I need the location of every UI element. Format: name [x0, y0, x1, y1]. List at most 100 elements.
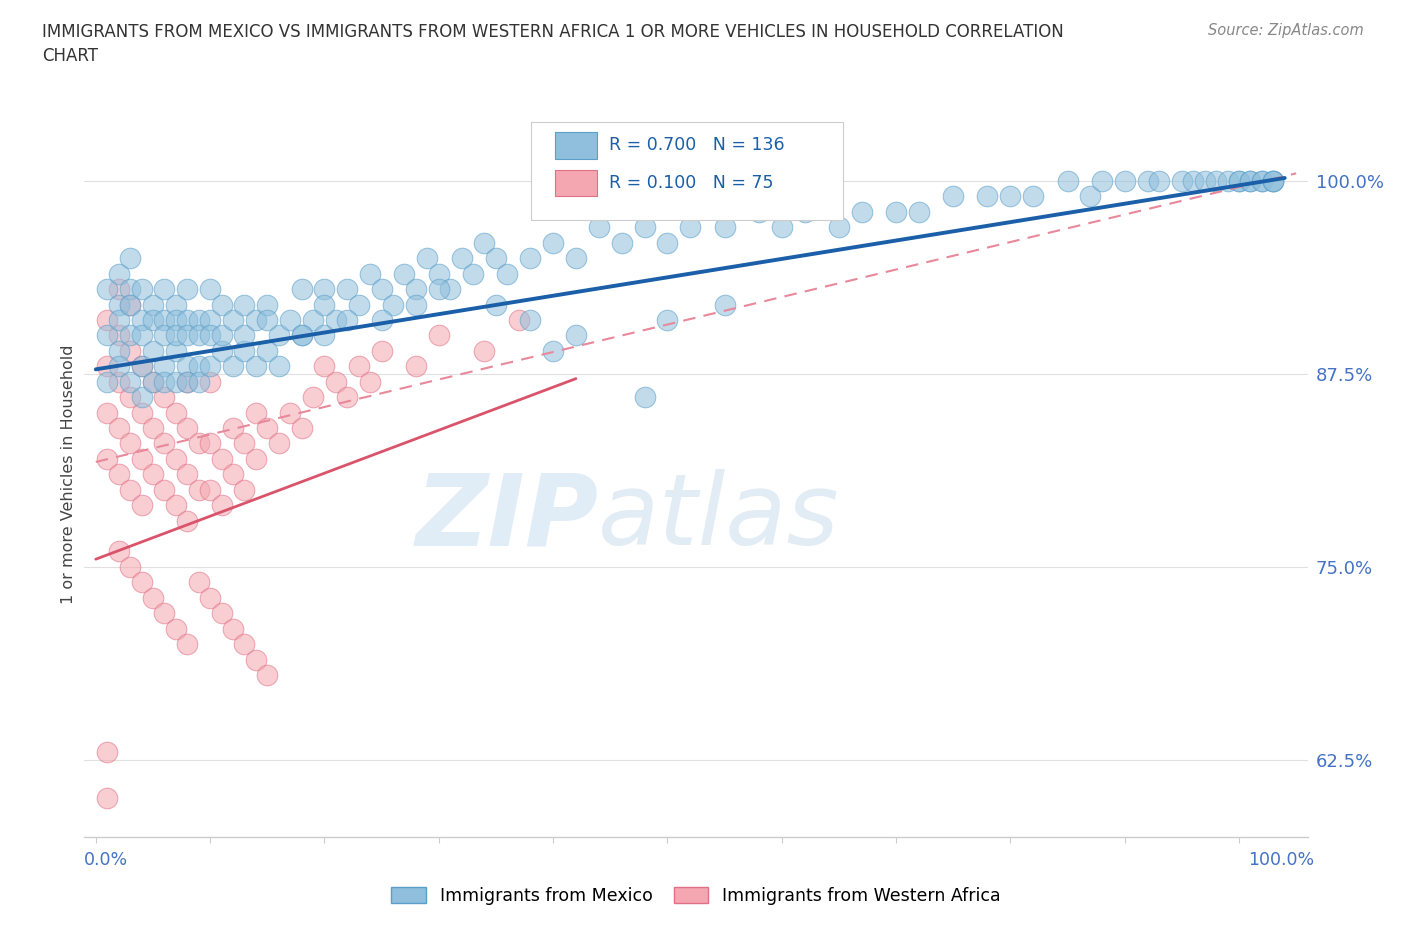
Point — [153, 436, 176, 451]
Point — [713, 219, 735, 234]
Point — [176, 637, 198, 652]
Point — [474, 343, 496, 358]
Point — [120, 390, 142, 405]
Point — [508, 312, 530, 327]
Point — [245, 312, 267, 327]
Point — [256, 343, 278, 358]
Point — [976, 189, 998, 204]
Point — [245, 652, 267, 667]
Point — [198, 436, 221, 451]
Point — [165, 621, 187, 636]
Point — [336, 312, 359, 327]
Point — [142, 312, 165, 327]
Point — [198, 374, 221, 389]
Point — [1022, 189, 1045, 204]
Point — [211, 328, 233, 343]
Text: 100.0%: 100.0% — [1249, 851, 1315, 869]
Point — [120, 436, 142, 451]
Point — [176, 328, 198, 343]
Point — [176, 282, 198, 297]
Point — [267, 359, 290, 374]
Point — [382, 297, 405, 312]
Point — [142, 467, 165, 482]
Point — [211, 343, 233, 358]
Point — [1080, 189, 1102, 204]
Point — [1056, 174, 1078, 189]
Point — [233, 297, 256, 312]
Text: atlas: atlas — [598, 470, 839, 566]
Point — [176, 374, 198, 389]
Point — [416, 251, 439, 266]
Point — [142, 420, 165, 435]
Point — [359, 374, 381, 389]
Point — [165, 374, 187, 389]
Point — [1194, 174, 1216, 189]
Point — [461, 266, 484, 281]
Point — [1171, 174, 1194, 189]
Point — [153, 374, 176, 389]
Point — [565, 328, 588, 343]
Point — [770, 219, 793, 234]
Point — [1239, 174, 1261, 189]
Point — [187, 374, 209, 389]
Point — [187, 436, 209, 451]
Point — [233, 436, 256, 451]
Point — [131, 359, 153, 374]
Point — [336, 282, 359, 297]
Point — [176, 513, 198, 528]
Point — [107, 374, 129, 389]
Point — [1227, 174, 1250, 189]
Point — [290, 328, 312, 343]
Point — [610, 235, 633, 250]
Point — [233, 483, 256, 498]
Point — [131, 328, 153, 343]
Point — [1263, 174, 1285, 189]
Point — [233, 343, 256, 358]
Point — [314, 328, 336, 343]
Point — [222, 467, 245, 482]
Point — [198, 359, 221, 374]
Point — [165, 312, 187, 327]
Point — [1250, 174, 1272, 189]
Point — [359, 266, 381, 281]
Point — [107, 467, 129, 482]
Text: R = 0.100   N = 75: R = 0.100 N = 75 — [609, 174, 773, 193]
Point — [1216, 174, 1239, 189]
Point — [165, 343, 187, 358]
Point — [107, 297, 129, 312]
Point — [851, 205, 873, 219]
Text: Source: ZipAtlas.com: Source: ZipAtlas.com — [1208, 23, 1364, 38]
Point — [198, 312, 221, 327]
Point — [245, 359, 267, 374]
Point — [1239, 174, 1261, 189]
Point — [325, 374, 347, 389]
Point — [107, 544, 129, 559]
Point — [541, 235, 564, 250]
Point — [153, 359, 176, 374]
Point — [96, 312, 118, 327]
Point — [142, 374, 165, 389]
Point — [233, 328, 256, 343]
Point — [131, 405, 153, 420]
Point — [633, 390, 655, 405]
Point — [222, 359, 245, 374]
Point — [314, 282, 336, 297]
Point — [142, 343, 165, 358]
Point — [131, 451, 153, 466]
Point — [176, 467, 198, 482]
Point — [120, 560, 142, 575]
Point — [187, 328, 209, 343]
Point — [405, 282, 427, 297]
Point — [1205, 174, 1227, 189]
Point — [588, 219, 610, 234]
Point — [142, 591, 165, 605]
Point — [1250, 174, 1272, 189]
Point — [120, 328, 142, 343]
Point — [120, 297, 142, 312]
Point — [302, 390, 325, 405]
Point — [1263, 174, 1285, 189]
Y-axis label: 1 or more Vehicles in Household: 1 or more Vehicles in Household — [60, 344, 76, 604]
Point — [96, 359, 118, 374]
Point — [1263, 174, 1285, 189]
Point — [107, 312, 129, 327]
